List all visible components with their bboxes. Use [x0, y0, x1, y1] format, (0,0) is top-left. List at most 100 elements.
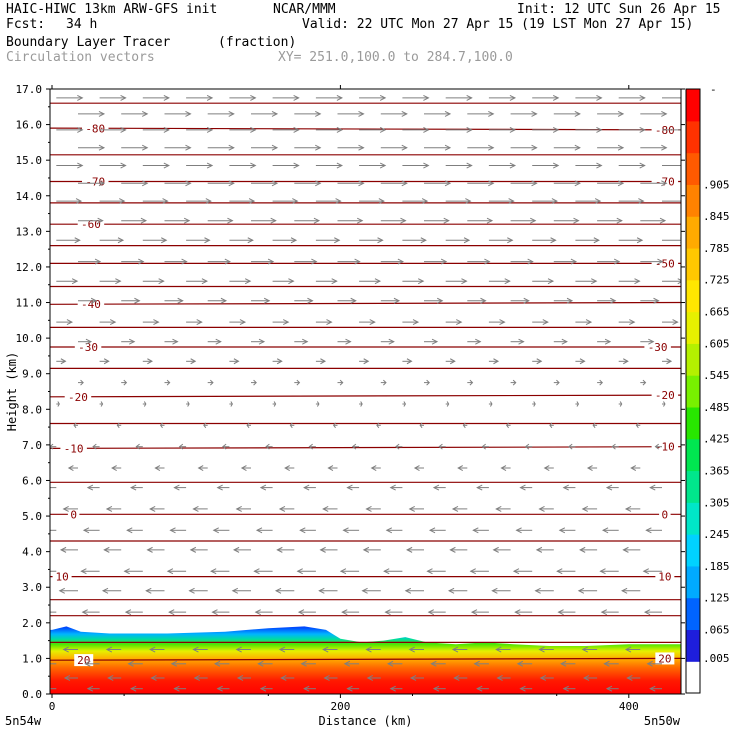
wind-vector-head	[342, 527, 349, 534]
wind-vector-head	[103, 546, 110, 553]
wind-vector-head	[386, 660, 394, 667]
wind-vector-head	[538, 646, 545, 653]
wind-vector-head	[288, 278, 295, 285]
isotherm-label-bg	[82, 122, 109, 135]
wind-vector-head	[39, 610, 44, 615]
isotherm-label: -10	[64, 442, 84, 455]
colorbar-label: .245	[703, 528, 730, 541]
isotherm-label-bg	[60, 442, 87, 455]
colorbar-swatch	[686, 470, 700, 503]
wind-vector-head	[259, 484, 267, 491]
wind-vector-head	[351, 443, 357, 450]
wind-vector-head	[524, 443, 530, 450]
wind-vector-head	[150, 675, 157, 681]
wind-vector-head	[475, 338, 482, 345]
wind-vector-head	[86, 685, 94, 692]
wind-vector-head	[130, 685, 137, 692]
wind-vector-head	[463, 237, 471, 244]
wind-vector-head	[423, 162, 430, 169]
colorbar-swatch	[686, 343, 700, 376]
wind-vector-head	[318, 587, 325, 594]
wind-vector-head	[586, 465, 593, 471]
wind-vector-head	[59, 546, 67, 553]
wind-vector-head	[296, 379, 301, 386]
wind-vector-head	[444, 110, 452, 117]
y-tick-label: 12.0	[16, 261, 43, 274]
wind-vector-head	[486, 217, 494, 224]
wind-vector-head	[127, 660, 134, 667]
wind-vector-head	[519, 685, 526, 692]
wind-vector-head	[406, 358, 413, 365]
wind-vector-head	[109, 319, 117, 326]
wind-vector-head	[216, 685, 223, 692]
wind-vector-head	[220, 297, 228, 304]
wind-vector-head	[449, 546, 456, 553]
wind-vector-head	[457, 465, 463, 471]
wind-vector-head	[339, 568, 347, 575]
wind-vector-head	[472, 527, 479, 534]
wind-vector-head	[616, 217, 623, 224]
colorbar-label: .305	[703, 496, 730, 509]
wind-vector-head	[203, 422, 207, 429]
wind-vector-head	[358, 180, 365, 187]
colorbar-swatch	[686, 597, 700, 631]
wind-vector-head	[250, 162, 257, 169]
wind-vector-head	[259, 685, 267, 692]
wind-vector-head	[158, 278, 165, 285]
x-tick-label: 400	[619, 700, 639, 713]
colorbar-label: .545	[703, 369, 730, 382]
wind-vector-head	[488, 180, 495, 187]
wind-vector-head	[205, 198, 212, 205]
overlay-name: Circulation vectors	[6, 50, 155, 65]
isotherm-line	[50, 657, 681, 661]
wind-vector-head	[161, 237, 168, 244]
wind-vector-head	[374, 278, 382, 285]
wind-vector-head	[509, 126, 517, 133]
wind-vector-head	[666, 358, 673, 365]
colorbar-swatch	[686, 629, 700, 662]
wind-vector-head	[101, 587, 109, 594]
wind-vector-head	[231, 587, 239, 594]
wind-vector-head	[377, 237, 384, 244]
y-tick-label: 15.0	[16, 154, 43, 167]
wind-vector-head	[649, 484, 656, 491]
wind-vector-head	[60, 358, 67, 365]
wind-vector-head	[654, 443, 660, 450]
wind-vector-head	[509, 94, 517, 101]
wind-vector-head	[630, 465, 637, 471]
wind-vector-head	[280, 675, 287, 681]
wind-vector-head	[624, 505, 632, 512]
wind-vector-head	[591, 278, 598, 285]
wind-vector-head	[629, 319, 636, 326]
wind-vector-head	[224, 258, 231, 265]
wind-vector-head	[534, 587, 541, 594]
wind-vector-head	[290, 237, 298, 244]
wind-vector-head	[45, 686, 50, 691]
wind-vector-head	[222, 443, 227, 450]
y-axis-label: Height (km)	[5, 352, 19, 431]
wind-vector-head	[473, 660, 480, 667]
wind-vector-head	[389, 484, 396, 491]
wind-vector-head	[401, 110, 408, 117]
wind-vector-head	[661, 180, 668, 187]
wind-vector-head	[322, 646, 329, 653]
wind-vector-head	[354, 258, 361, 265]
plot-frame	[49, 88, 682, 695]
wind-vector-head	[476, 484, 483, 491]
wind-vector-head	[566, 297, 574, 304]
wind-vector-head	[552, 94, 560, 101]
wind-vector-head	[94, 258, 102, 265]
colorbar-swatch	[686, 534, 700, 567]
wind-vector-head	[92, 443, 97, 450]
wind-vector-head	[124, 609, 132, 616]
wind-vector-head	[659, 217, 667, 224]
wind-vector-head	[519, 484, 526, 491]
wind-vector-head	[253, 379, 257, 386]
wind-vector-head	[293, 162, 300, 169]
wind-vector-head	[556, 379, 560, 386]
wind-vector-head	[549, 422, 553, 429]
wind-vector-head	[423, 126, 430, 133]
wind-vector-head	[159, 422, 163, 429]
y-tick-label: 10.0	[16, 332, 43, 345]
wind-vector-head	[140, 217, 148, 224]
